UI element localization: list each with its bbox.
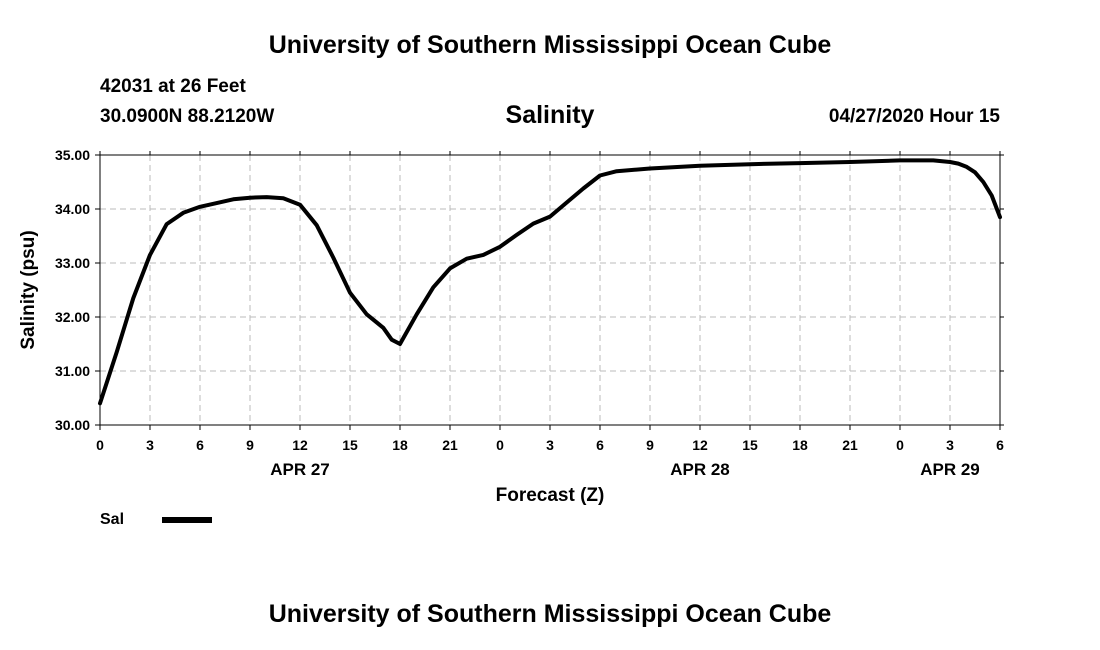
y-axis-label: Salinity (psu) (18, 230, 39, 349)
x-tick-label: 9 (646, 437, 654, 453)
x-tick-label: 21 (842, 437, 858, 453)
series-layer (98, 158, 1002, 406)
x-tick-label: 0 (496, 437, 504, 453)
x-tick-label: 3 (146, 437, 154, 453)
x-tick-label: 21 (442, 437, 458, 453)
series-line-sal (98, 158, 1002, 406)
plot-frame (99, 154, 1001, 426)
x-tick-label: 3 (946, 437, 954, 453)
x-axis-label: Forecast (Z) (496, 485, 605, 506)
y-tick-label: 33.00 (55, 255, 90, 271)
date-label: APR 28 (670, 460, 730, 479)
x-tick-label: 9 (246, 437, 254, 453)
run-time-label: 04/27/2020 Hour 15 (828, 106, 1000, 127)
page-title: University of Southern Mississippi Ocean… (268, 31, 832, 59)
y-tick-label: 30.00 (55, 417, 90, 433)
x-tick-label: 15 (742, 437, 758, 453)
chart-title: Salinity (505, 101, 595, 129)
x-tick-label: 3 (546, 437, 554, 453)
y-tick-label: 32.00 (55, 309, 90, 325)
x-tick-label: 0 (896, 437, 904, 453)
x-tick-label: 15 (342, 437, 358, 453)
date-label: APR 29 (920, 460, 980, 479)
x-tick-label: 12 (692, 437, 708, 453)
footer-title: University of Southern Mississippi Ocean… (268, 600, 832, 628)
x-tick-label: 0 (96, 437, 104, 453)
axis-ticks (95, 151, 1004, 430)
x-tick-label: 6 (996, 437, 1004, 453)
y-tick-label: 31.00 (55, 363, 90, 379)
grid-lines (100, 155, 1000, 425)
station-label: 42031 at 26 Feet (100, 76, 246, 97)
axis-labels: 0 3 6 9 12 15 18 21 0 3 6 9 12 15 18 21 0 3 6 30.00 31.00 32.… (18, 147, 1004, 506)
x-tick-label: 12 (292, 437, 308, 453)
y-tick-label: 34.00 (55, 201, 90, 217)
legend: Sal (100, 511, 212, 528)
x-tick-label: 18 (792, 437, 808, 453)
x-tick-label: 18 (392, 437, 408, 453)
x-tick-label: 6 (596, 437, 604, 453)
x-tick-label: 6 (196, 437, 204, 453)
location-label: 30.0900N 88.2120W (100, 106, 275, 127)
y-tick-label: 35.00 (55, 147, 90, 163)
date-label: APR 27 (270, 460, 330, 479)
legend-label: Sal (100, 511, 124, 528)
